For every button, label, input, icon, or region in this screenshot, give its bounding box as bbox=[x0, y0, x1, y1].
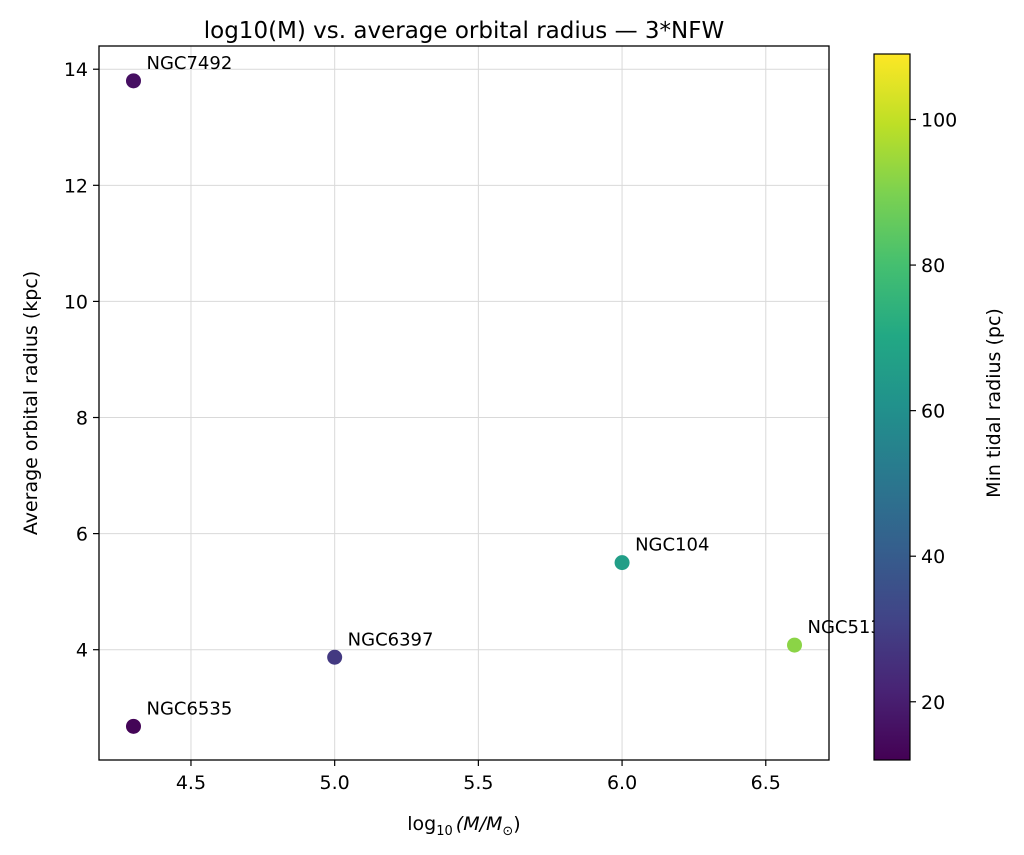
colorbar-tick-label-0: 20 bbox=[921, 692, 945, 714]
x-tick-label-3: 6.0 bbox=[607, 772, 637, 794]
x-tick-label-0: 4.5 bbox=[176, 772, 206, 794]
colorbar bbox=[873, 53, 911, 761]
x-tick-label-2: 5.5 bbox=[463, 772, 493, 794]
x-tick-label-4: 6.5 bbox=[751, 772, 781, 794]
axis-ticks: 4.5 5.0 5.5 6.0 6.5 4 6 8 10 12 14 bbox=[64, 59, 781, 794]
data-point-ngc6535 bbox=[125, 718, 141, 734]
colorbar-label: Min tidal radius (pc) bbox=[983, 308, 1005, 498]
colorbar-tick-label-4: 100 bbox=[921, 110, 957, 132]
point-label-ngc6535: NGC6535 bbox=[146, 698, 232, 719]
data-point-ngc104 bbox=[614, 555, 630, 571]
x-axis-label: log10 (M/M⊙) bbox=[407, 813, 520, 839]
y-tick-label-2: 8 bbox=[76, 408, 88, 430]
chart-title: log10(M) vs. average orbital radius — 3*… bbox=[204, 18, 724, 44]
point-label-ngc7492: NGC7492 bbox=[146, 53, 232, 74]
data-points bbox=[125, 73, 803, 734]
colorbar-tick-label-1: 40 bbox=[921, 546, 945, 568]
x-tick-label-1: 5.0 bbox=[320, 772, 350, 794]
data-point-ngc7492 bbox=[125, 73, 141, 89]
y-tick-label-3: 10 bbox=[64, 291, 88, 313]
y-tick-label-5: 14 bbox=[64, 59, 88, 81]
y-axis-label: Average orbital radius (kpc) bbox=[20, 271, 42, 535]
colorbar-tick-label-2: 60 bbox=[921, 401, 945, 423]
point-label-ngc6397: NGC6397 bbox=[348, 629, 434, 650]
y-tick-label-1: 6 bbox=[76, 524, 88, 546]
colorbar-ticks: 20 40 60 80 100 bbox=[910, 110, 957, 714]
point-label-ngc104: NGC104 bbox=[635, 535, 709, 556]
plot-frame bbox=[98, 45, 830, 761]
y-tick-label-4: 12 bbox=[64, 175, 88, 197]
data-point-ngc5139 bbox=[787, 637, 803, 653]
y-tick-label-0: 4 bbox=[76, 640, 88, 662]
data-point-ngc6397 bbox=[327, 649, 343, 665]
colorbar-tick-label-3: 80 bbox=[921, 255, 945, 277]
grid-lines bbox=[99, 46, 829, 760]
